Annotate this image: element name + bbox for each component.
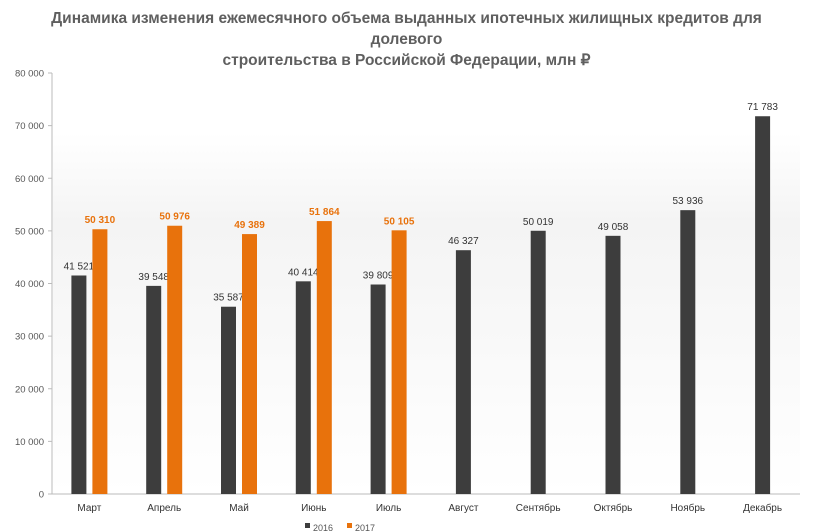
legend-label-2017: 2017 bbox=[355, 523, 375, 532]
bar-2016-7 bbox=[605, 235, 621, 494]
bar-2016-2 bbox=[221, 306, 236, 494]
bar-2016-8 bbox=[680, 210, 696, 494]
legend-label-2016: 2016 bbox=[313, 523, 333, 532]
y-tick-label: 60 000 bbox=[15, 174, 44, 185]
bar-2017-2 bbox=[242, 234, 257, 494]
x-category-label: Май bbox=[229, 503, 249, 514]
data-label-2016-2: 35 587 bbox=[213, 293, 244, 304]
y-tick-label: 40 000 bbox=[15, 279, 44, 290]
bar-2016-3 bbox=[295, 281, 311, 494]
bar-2016-4 bbox=[370, 284, 386, 494]
x-category-label: Март bbox=[77, 503, 101, 514]
bar-2016-9 bbox=[755, 116, 771, 494]
chart-title-line-2: строительства в Российской Федерации, мл… bbox=[222, 52, 591, 69]
y-tick-label: 50 000 bbox=[15, 226, 44, 237]
data-label-2017-4: 50 105 bbox=[384, 216, 415, 227]
bar-2017-3 bbox=[316, 221, 332, 494]
bar-2016-6 bbox=[530, 230, 546, 494]
y-tick-label: 30 000 bbox=[15, 332, 44, 343]
data-label-2016-8: 53 936 bbox=[673, 196, 704, 207]
bar-2017-4 bbox=[391, 230, 407, 494]
y-tick-label: 0 bbox=[39, 490, 44, 501]
data-label-2017-0: 50 310 bbox=[85, 215, 116, 226]
data-label-2016-3: 40 414 bbox=[288, 267, 319, 278]
x-category-label: Ноябрь bbox=[670, 502, 705, 514]
x-category-label: Сентябрь bbox=[516, 502, 561, 514]
bar-2016-5 bbox=[455, 250, 471, 494]
x-category-label: Июнь bbox=[301, 503, 326, 514]
y-tick-label: 20 000 bbox=[15, 384, 44, 395]
data-label-2016-7: 49 058 bbox=[598, 222, 629, 233]
x-category-label: Апрель bbox=[147, 503, 181, 514]
data-label-2016-1: 39 548 bbox=[138, 272, 169, 283]
data-label-2017-3: 51 864 bbox=[309, 207, 340, 218]
x-category-label: Октябрь bbox=[594, 502, 633, 514]
bar-2017-0 bbox=[92, 229, 108, 494]
data-label-2016-6: 50 019 bbox=[523, 217, 554, 228]
legend-swatch-2016 bbox=[305, 523, 310, 528]
x-category-label: Июль bbox=[376, 503, 402, 514]
chart-title: Динамика изменения ежемесячного объема в… bbox=[20, 8, 793, 71]
bar-2016-0 bbox=[71, 275, 87, 494]
y-tick-label: 70 000 bbox=[15, 121, 44, 132]
data-label-2017-2: 49 389 bbox=[234, 220, 265, 231]
data-label-2016-4: 39 809 bbox=[363, 271, 394, 282]
bar-2017-1 bbox=[167, 225, 183, 494]
data-label-2017-1: 50 976 bbox=[159, 212, 190, 223]
legend-swatch-2017 bbox=[347, 523, 352, 528]
y-tick-label: 80 000 bbox=[15, 69, 44, 80]
y-tick-label: 10 000 bbox=[15, 437, 44, 448]
chart-title-line-1: Динамика изменения ежемесячного объема в… bbox=[51, 10, 762, 48]
data-label-2016-5: 46 327 bbox=[448, 236, 479, 247]
x-category-label: Декабрь bbox=[743, 502, 782, 514]
data-label-2016-9: 71 783 bbox=[747, 102, 778, 113]
data-label-2016-0: 41 521 bbox=[64, 261, 95, 272]
x-category-label: Август bbox=[448, 503, 479, 514]
bar-2016-1 bbox=[146, 285, 162, 494]
